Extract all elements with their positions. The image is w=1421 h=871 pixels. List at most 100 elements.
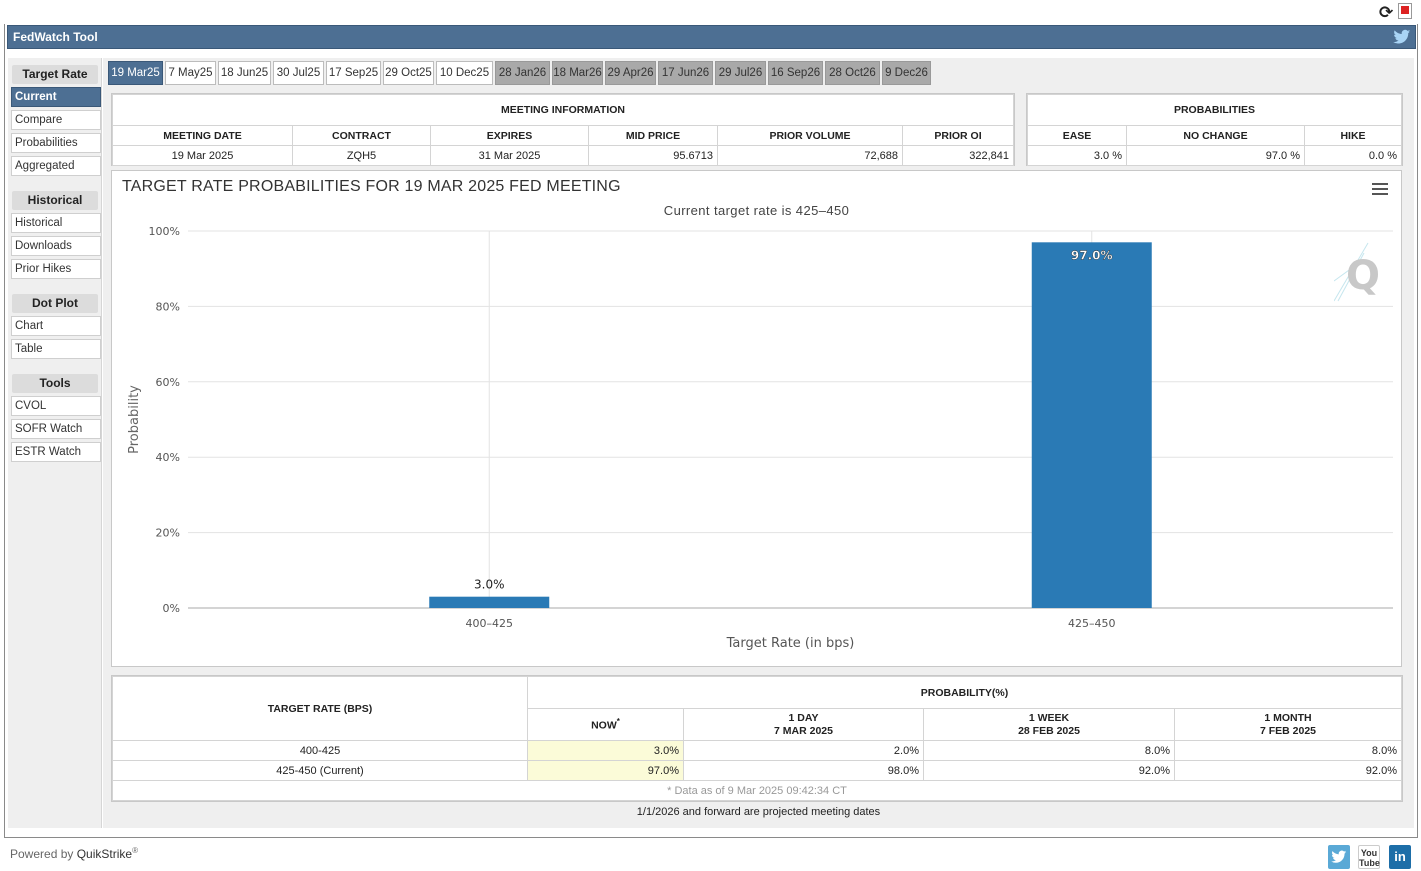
col-mid-price: MID PRICE bbox=[588, 125, 718, 146]
sidebar-heading-target-rate: Target Rate bbox=[12, 65, 98, 84]
one-week-value: 8.0% bbox=[923, 740, 1175, 761]
twitter-icon[interactable] bbox=[1393, 29, 1411, 45]
col-ease: EASE bbox=[1027, 125, 1127, 146]
col-now: NOW* bbox=[527, 708, 684, 741]
main-content: 19 Mar25 7 May25 18 Jun25 30 Jul25 17 Sep25 2… bbox=[103, 58, 1414, 828]
ease-value: 3.0 % bbox=[1027, 145, 1127, 166]
no-change-value: 97.0 % bbox=[1126, 145, 1305, 166]
col-probability-group: PROBABILITY(%) bbox=[527, 676, 1402, 709]
one-month-value: 8.0% bbox=[1174, 740, 1402, 761]
sidebar-item-aggregated[interactable]: Aggregated bbox=[11, 156, 101, 176]
sidebar: Target Rate Current Compare Probabilities Ag… bbox=[8, 58, 102, 828]
sidebar-item-estr-watch[interactable]: ESTR Watch bbox=[11, 442, 101, 462]
col-meeting-date: MEETING DATE bbox=[112, 125, 293, 146]
y-tick-label: 80% bbox=[156, 300, 180, 313]
projected-dates-footnote: 1/1/2026 and forward are projected meeti… bbox=[636, 806, 881, 818]
mid-price-value: 95.6713 bbox=[588, 145, 718, 166]
sidebar-item-cvol[interactable]: CVOL bbox=[11, 396, 101, 416]
data-label: 97.0% bbox=[1071, 248, 1113, 262]
expires-value: 31 Mar 2025 bbox=[430, 145, 589, 166]
col-prior-volume: PRIOR VOLUME bbox=[717, 125, 903, 146]
linkedin-icon[interactable]: in bbox=[1389, 845, 1411, 869]
now-value: 97.0% bbox=[527, 760, 684, 781]
meeting-info-heading: MEETING INFORMATION bbox=[112, 94, 1014, 126]
x-tick-label: 400–425 bbox=[466, 617, 514, 630]
tab-28-oct26[interactable]: 28 Oct26 bbox=[825, 61, 880, 85]
sidebar-item-sofr-watch[interactable]: SOFR Watch bbox=[11, 419, 101, 439]
meeting-info-panel: MEETING INFORMATION MEETING DATE CONTRAC… bbox=[111, 93, 1015, 166]
linkedin-label: in bbox=[1394, 849, 1406, 864]
sidebar-item-table[interactable]: Table bbox=[11, 339, 101, 359]
hike-value: 0.0 % bbox=[1304, 145, 1402, 166]
tab-30-jul25[interactable]: 30 Jul25 bbox=[273, 61, 324, 85]
probabilities-panel: PROBABILITIES EASE NO CHANGE HIKE 3.0 % … bbox=[1026, 93, 1403, 166]
col-no-change: NO CHANGE bbox=[1126, 125, 1305, 146]
sidebar-heading-tools: Tools bbox=[12, 374, 98, 393]
table-row: 425-450 (Current) 97.0% 98.0% 92.0% 92.0… bbox=[112, 760, 1402, 781]
y-tick-label: 0% bbox=[163, 602, 180, 615]
one-day-value: 98.0% bbox=[683, 760, 924, 781]
data-label: 3.0% bbox=[474, 578, 505, 592]
rate-probability-table: TARGET RATE (BPS) PROBABILITY(%) NOW* 1 … bbox=[112, 676, 1402, 801]
tab-28-jan26[interactable]: 28 Jan26 bbox=[495, 61, 550, 85]
tab-18-mar26[interactable]: 18 Mar26 bbox=[552, 61, 603, 85]
tab-29-oct25[interactable]: 29 Oct25 bbox=[383, 61, 434, 85]
chart-title: TARGET RATE PROBABILITIES FOR 19 MAR 202… bbox=[122, 178, 621, 195]
chart-menu-icon[interactable] bbox=[1372, 183, 1388, 195]
refresh-icon[interactable]: ⟳ bbox=[1379, 3, 1394, 22]
tab-19-mar25[interactable]: 19 Mar25 bbox=[108, 61, 163, 85]
tab-29-apr26[interactable]: 29 Apr26 bbox=[605, 61, 656, 85]
bar-chart: 0% 20% 40% 60% 80% 100% 3.0% 400–425 97.0% 425–45… bbox=[127, 225, 1393, 651]
tab-7-may25[interactable]: 7 May25 bbox=[165, 61, 216, 85]
rate-label: 425-450 (Current) bbox=[112, 760, 528, 781]
col-prior-oi: PRIOR OI bbox=[902, 125, 1014, 146]
col-expires: EXPIRES bbox=[430, 125, 589, 146]
probabilities-table: PROBABILITIES EASE NO CHANGE HIKE 3.0 % … bbox=[1027, 94, 1402, 166]
col-target-rate: TARGET RATE (BPS) bbox=[112, 676, 528, 741]
bar-425–450 bbox=[1031, 242, 1152, 608]
sidebar-heading-historical: Historical bbox=[12, 191, 98, 210]
sidebar-item-downloads[interactable]: Downloads bbox=[11, 236, 101, 256]
sidebar-item-chart[interactable]: Chart bbox=[11, 316, 101, 336]
sidebar-item-historical[interactable]: Historical bbox=[11, 213, 101, 233]
pdf-icon[interactable] bbox=[1398, 3, 1412, 19]
now-value: 3.0% bbox=[527, 740, 684, 761]
col-1-day: 1 DAY 7 MAR 2025 bbox=[683, 708, 924, 741]
twitter-share-icon[interactable] bbox=[1328, 845, 1350, 869]
y-tick-label: 100% bbox=[149, 225, 180, 238]
one-day-value: 2.0% bbox=[683, 740, 924, 761]
sidebar-item-probabilities[interactable]: Probabilities bbox=[11, 133, 101, 153]
col-1-month: 1 MONTH 7 FEB 2025 bbox=[1174, 708, 1402, 741]
tab-10-dec25[interactable]: 10 Dec25 bbox=[436, 61, 493, 85]
tab-9-dec26[interactable]: 9 Dec26 bbox=[882, 61, 931, 85]
y-tick-label: 60% bbox=[156, 376, 180, 389]
app-title: FedWatch Tool bbox=[13, 30, 98, 44]
quikstrike-link[interactable]: QuikStrike bbox=[76, 847, 133, 861]
sidebar-item-compare[interactable]: Compare bbox=[11, 110, 101, 130]
powered-by-label: Powered by bbox=[10, 847, 74, 861]
tab-18-jun25[interactable]: 18 Jun25 bbox=[218, 61, 271, 85]
meeting-date-value: 19 Mar 2025 bbox=[112, 145, 293, 166]
svg-text:Q: Q bbox=[1346, 253, 1380, 299]
data-timestamp-note: * Data as of 9 Mar 2025 09:42:34 CT bbox=[112, 780, 1402, 801]
col-hike: HIKE bbox=[1304, 125, 1402, 146]
y-axis-label: Probability bbox=[127, 385, 142, 454]
youtube-icon[interactable]: You Tube bbox=[1358, 845, 1380, 869]
prior-volume-value: 72,688 bbox=[717, 145, 903, 166]
bar-400–425 bbox=[429, 596, 550, 608]
tab-16-sep26[interactable]: 16 Sep26 bbox=[768, 61, 823, 85]
tab-17-jun26[interactable]: 17 Jun26 bbox=[658, 61, 713, 85]
sidebar-heading-dot-plot: Dot Plot bbox=[12, 294, 98, 313]
tab-29-jul26[interactable]: 29 Jul26 bbox=[715, 61, 766, 85]
sidebar-item-prior-hikes[interactable]: Prior Hikes bbox=[11, 259, 101, 279]
top-toolbar: ⟳ bbox=[0, 0, 1421, 24]
now-asterisk: * bbox=[616, 717, 620, 727]
table-row: 400-425 3.0% 2.0% 8.0% 8.0% bbox=[112, 740, 1402, 761]
rate-label: 400-425 bbox=[112, 740, 528, 761]
contract-value: ZQH5 bbox=[292, 145, 431, 166]
youtube-label: You Tube bbox=[1359, 848, 1380, 868]
tab-17-sep25[interactable]: 17 Sep25 bbox=[326, 61, 381, 85]
registered-mark: ® bbox=[132, 846, 138, 855]
sidebar-item-current[interactable]: Current bbox=[11, 87, 101, 107]
x-tick-label: 425–450 bbox=[1068, 617, 1116, 630]
